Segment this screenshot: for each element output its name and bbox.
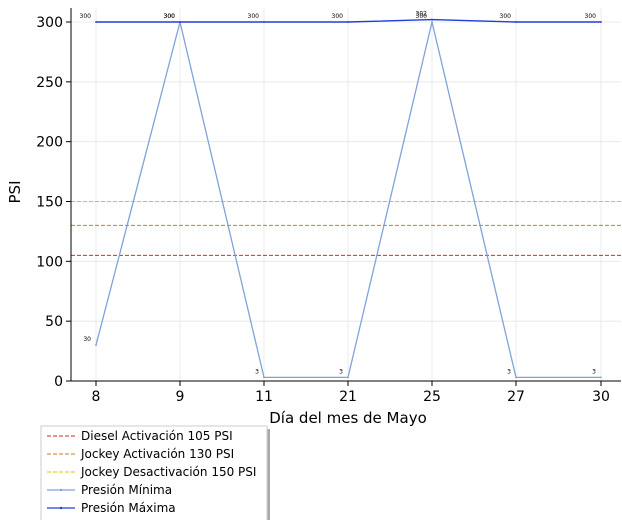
y-tick-label: 300 <box>36 15 63 31</box>
reference-lines <box>71 201 621 256</box>
x-tick-label: 9 <box>176 389 185 405</box>
x-tick-label: 30 <box>592 389 610 405</box>
x-axis-title: Día del mes de Mayo <box>269 409 427 427</box>
axes: 0 50 100 150 200 250 300 8 9 11 21 25 27 30 <box>36 8 621 405</box>
data-point <box>515 21 517 23</box>
data-label: 300 <box>164 13 176 20</box>
data-point <box>347 376 349 379</box>
data-label: 302 <box>416 11 428 18</box>
data-label: 3 <box>592 368 596 375</box>
legend: Diesel Activación 105 PSI Jockey Activaci… <box>40 425 270 520</box>
data-label: 300 <box>500 13 512 20</box>
data-point <box>95 344 97 346</box>
x-tick-label: 27 <box>507 389 525 405</box>
x-tick-label: 25 <box>423 389 441 405</box>
data-point <box>600 21 602 23</box>
legend-entry-label: Presión Mínima <box>81 483 172 497</box>
data-point <box>179 21 181 23</box>
data-point <box>431 18 433 21</box>
legend-entry-label: Jockey Desactivación 150 PSI <box>80 465 256 479</box>
y-tick-label: 50 <box>45 314 63 330</box>
data-label: 300 <box>585 13 597 20</box>
y-tick-label: 250 <box>36 75 63 91</box>
data-label: 300 <box>164 13 176 20</box>
data-label: 300 <box>416 13 428 20</box>
x-tick-label: 11 <box>255 389 273 405</box>
data-label: 3 <box>255 368 259 375</box>
data-label: 300 <box>248 13 260 20</box>
data-point <box>95 21 97 23</box>
data-label: 300 <box>80 13 92 20</box>
grid <box>71 8 621 382</box>
data-label: 300 <box>332 13 344 20</box>
legend-entry-label: Diesel Activación 105 PSI <box>81 429 233 443</box>
y-tick-label: 0 <box>54 374 63 390</box>
legend-entry-label: Presión Máxima <box>81 501 176 515</box>
series-lines <box>95 18 602 379</box>
y-tick-label: 200 <box>36 135 63 151</box>
y-tick-label: 100 <box>36 254 63 270</box>
series-presion-minima <box>95 21 601 379</box>
y-axis-title: PSI <box>6 181 24 204</box>
legend-marker <box>59 488 63 492</box>
data-point <box>515 376 517 379</box>
data-point <box>600 376 602 379</box>
x-tick-label: 8 <box>92 389 101 405</box>
y-tick-label: 150 <box>36 195 63 211</box>
legend-marker <box>59 506 63 510</box>
x-tick-label: 21 <box>339 389 357 405</box>
data-point <box>431 21 433 23</box>
data-label: 3 <box>339 368 343 375</box>
data-label: 3 <box>507 368 511 375</box>
data-point <box>263 376 265 379</box>
legend-entry-label: Jockey Activación 130 PSI <box>80 447 234 461</box>
data-point <box>263 21 265 23</box>
data-point <box>347 21 349 23</box>
legend-box <box>40 425 268 520</box>
data-label: 30 <box>83 336 91 343</box>
